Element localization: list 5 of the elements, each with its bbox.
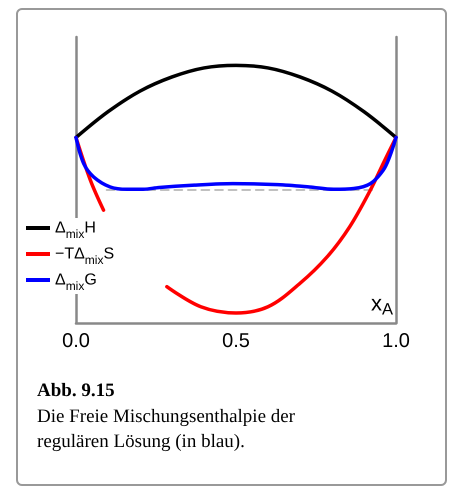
x-tick-label: 0.5 [222,330,250,352]
x-tick-label: 1.0 [382,330,410,352]
text: Die Freie Mischungsenthalpie der regulären Lösung (in blau). [37,406,300,452]
text: Abb. 9.15 [37,380,115,401]
x-tick-label: 0.0 [62,330,90,352]
